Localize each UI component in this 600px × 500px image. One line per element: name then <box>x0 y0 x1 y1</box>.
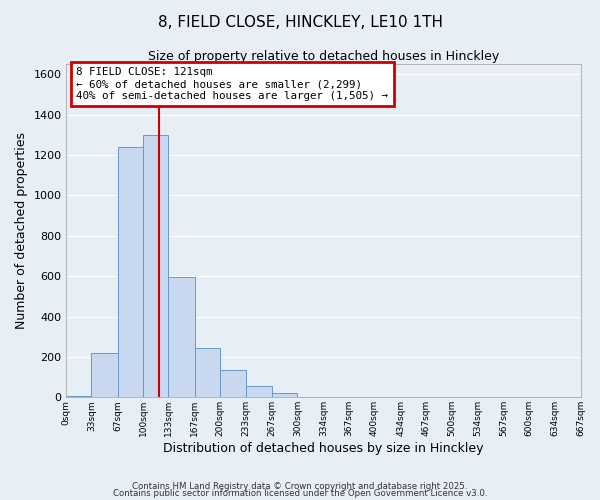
Text: 8 FIELD CLOSE: 121sqm
← 60% of detached houses are smaller (2,299)
40% of semi-d: 8 FIELD CLOSE: 121sqm ← 60% of detached … <box>76 68 388 100</box>
Bar <box>66 396 91 398</box>
Text: Contains HM Land Registry data © Crown copyright and database right 2025.: Contains HM Land Registry data © Crown c… <box>132 482 468 491</box>
Bar <box>272 394 298 398</box>
Bar <box>118 147 143 398</box>
Bar <box>169 277 195 398</box>
Y-axis label: Number of detached properties: Number of detached properties <box>15 132 28 329</box>
Bar <box>195 348 220 398</box>
Bar <box>245 386 272 398</box>
Bar <box>143 135 169 398</box>
Text: 8, FIELD CLOSE, HINCKLEY, LE10 1TH: 8, FIELD CLOSE, HINCKLEY, LE10 1TH <box>157 15 443 30</box>
Bar <box>220 370 245 398</box>
Text: Contains public sector information licensed under the Open Government Licence v3: Contains public sector information licen… <box>113 490 487 498</box>
Bar <box>91 353 118 398</box>
X-axis label: Distribution of detached houses by size in Hinckley: Distribution of detached houses by size … <box>163 442 484 455</box>
Title: Size of property relative to detached houses in Hinckley: Size of property relative to detached ho… <box>148 50 499 63</box>
